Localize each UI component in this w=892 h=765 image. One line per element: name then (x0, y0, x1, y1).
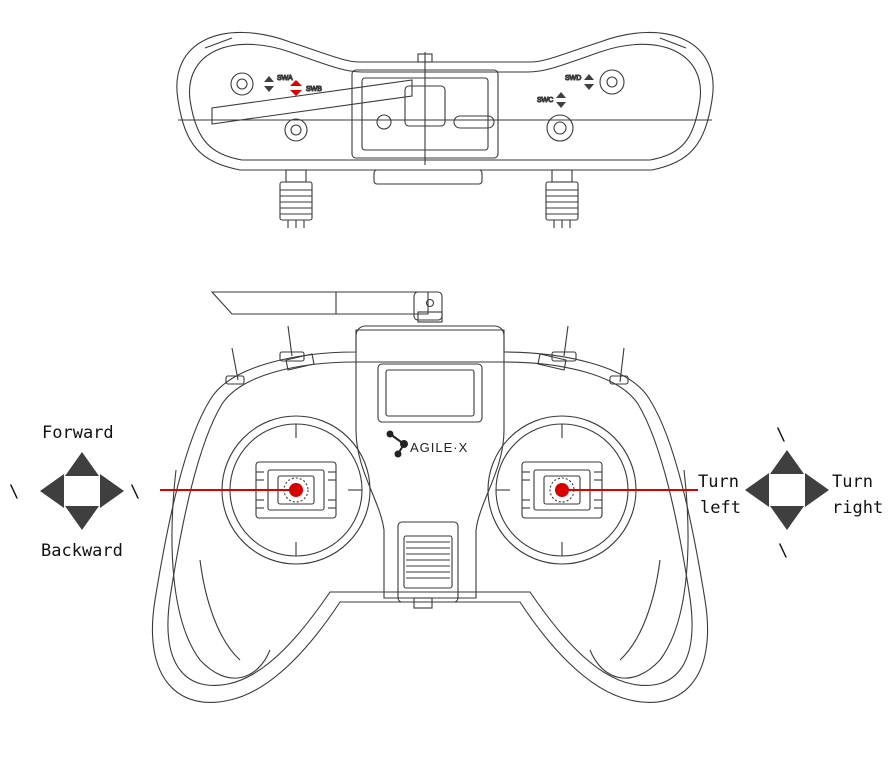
top-view-bottom-strip (373, 169, 483, 185)
switch-swd-bezel (599, 69, 625, 95)
top-view-body (176, 31, 714, 171)
scroll-wheel (403, 535, 453, 589)
front-antenna (210, 291, 429, 315)
top-view-antenna-hinge (404, 85, 446, 127)
turn-left-label-line1: Turn (698, 472, 739, 492)
switch-swc-knob (553, 121, 567, 135)
forward-label: Forward (42, 423, 114, 443)
switch-swb-arrow-up (290, 80, 302, 86)
bottom-port (413, 597, 433, 609)
controller-body (151, 325, 709, 703)
center-panel (355, 329, 505, 599)
left-grip-contour (171, 469, 271, 679)
front-view: AGILE·X (151, 291, 709, 703)
right-direction-arrows (745, 450, 829, 530)
usb-port (453, 115, 495, 129)
right-grip-contour (589, 469, 689, 679)
front-toggles (225, 325, 629, 385)
switch-swa-arrows (264, 76, 274, 92)
front-antenna-pivot (425, 298, 435, 308)
turn-left-label-line2: left (700, 498, 741, 518)
turn-right-arrow-icon (805, 473, 829, 507)
switch-swa-label: SWA (277, 75, 293, 82)
lcd-screen-inner (385, 369, 475, 417)
top-view-edge-left (204, 37, 233, 49)
left-grip-line (199, 559, 241, 661)
switch-swd-label: SWD (565, 75, 581, 82)
right-stick-bottom-mark: \ (778, 541, 789, 561)
turn-right-label-line2: right (832, 498, 884, 518)
left-stick-left-mark: \ (9, 482, 20, 502)
right-arrow-icon (100, 474, 124, 508)
turn-left-arrow-icon (745, 473, 769, 507)
top-view-antenna-knob (376, 114, 392, 130)
backward-arrow-icon (65, 506, 99, 530)
switch-swd-knob (606, 76, 618, 88)
top-view: SWA SWB SWC SWD (176, 31, 714, 228)
backward-label: Backward (41, 541, 123, 561)
switch-swd-arrows (584, 74, 594, 90)
switch-swc-label: SWC (537, 97, 553, 104)
forward-arrow-icon (65, 452, 99, 476)
front-antenna-mount (417, 311, 443, 323)
scroll-wheel-ridges (406, 541, 450, 579)
switch-swc-arrows (556, 92, 566, 108)
down-arrow-icon (770, 506, 804, 530)
right-stick-top-mark: \ (776, 425, 787, 445)
controller-body-inner (167, 361, 693, 686)
top-view-right-gimbal (545, 169, 579, 228)
turn-right-label-line1: Turn (832, 472, 873, 492)
switch-swb-knob (290, 124, 302, 136)
left-stick-right-mark: \ (130, 482, 141, 502)
lcd-screen (377, 363, 483, 423)
top-view-top-slot (417, 53, 433, 63)
top-view-antenna (211, 79, 413, 125)
left-direction-arrows (40, 452, 124, 530)
switch-swb-arrow-down (290, 90, 302, 96)
top-view-edge-right (659, 37, 687, 49)
scroll-wheel-housing (397, 521, 459, 603)
switch-swb-bezel (284, 118, 308, 142)
up-arrow-icon (770, 450, 804, 474)
left-arrow-icon (40, 474, 64, 508)
left-stick-center-dot (289, 483, 303, 497)
top-view-inner-contour (189, 43, 701, 161)
switch-swc-bezel (546, 114, 574, 142)
switch-swa-bezel (230, 72, 254, 96)
switch-swa-knob (236, 78, 248, 90)
right-stick-center-dot (555, 483, 569, 497)
agilex-logo-mark (386, 430, 408, 458)
top-view-left-gimbal (279, 169, 313, 228)
right-grip-line (619, 559, 661, 661)
front-antenna-hinge (413, 291, 443, 321)
brand-logo-text: AGILE·X (410, 440, 468, 455)
switch-swb-label: SWB (306, 86, 322, 93)
